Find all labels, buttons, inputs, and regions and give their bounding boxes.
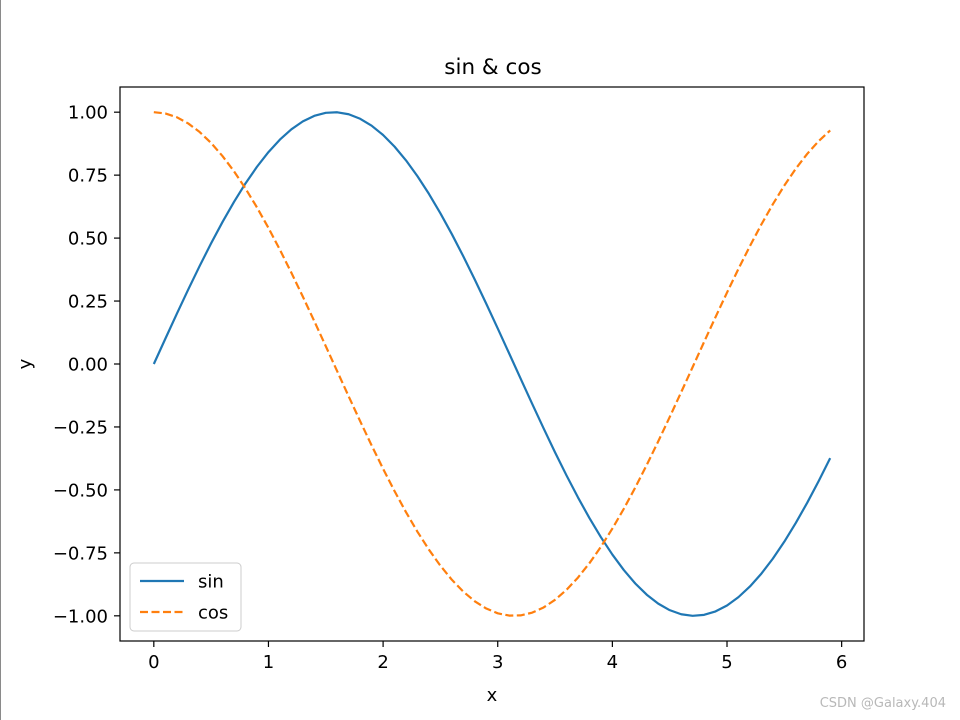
- y-tick-label: −0.25: [53, 417, 108, 438]
- y-tick-label: 1.00: [68, 103, 108, 124]
- x-tick-label: 5: [721, 652, 732, 673]
- window-left-edge: [0, 0, 1, 720]
- y-tick-label: −1.00: [53, 606, 108, 627]
- y-tick-label: 0.50: [68, 229, 108, 250]
- x-tick-label: 4: [607, 652, 618, 673]
- x-tick-label: 1: [263, 652, 274, 673]
- legend: sin cos: [129, 562, 242, 632]
- x-axis-label: x: [487, 685, 498, 706]
- y-tick-label: −0.75: [53, 543, 108, 564]
- watermark: CSDN @Galaxy.404: [819, 696, 946, 711]
- x-tick-label: 6: [836, 652, 847, 673]
- y-tick-label: 0.25: [68, 292, 108, 313]
- legend-label-sin: sin: [198, 572, 224, 593]
- x-tick-label: 0: [148, 652, 159, 673]
- x-axis-ticks: 0 1 2 3 4 5 6: [148, 641, 847, 673]
- series-layer: [152, 111, 832, 617]
- y-tick-label: 0.00: [68, 355, 108, 376]
- axes-frame: [119, 86, 865, 642]
- x-tick-label: 2: [377, 652, 388, 673]
- series-line-sin: [152, 111, 832, 617]
- y-axis-ticks: 1.00 0.75 0.50 0.25 0.00 −0.25 −0.50 −0.75 −1.00: [53, 103, 120, 627]
- y-tick-label: 0.75: [68, 166, 108, 187]
- y-axis-label: y: [15, 358, 36, 369]
- legend-label-cos: cos: [198, 603, 228, 624]
- x-tick-label: 3: [492, 652, 503, 673]
- series-line-cos: [153, 111, 831, 617]
- y-tick-label: −0.50: [53, 480, 108, 501]
- chart-title: sin & cos: [444, 55, 541, 80]
